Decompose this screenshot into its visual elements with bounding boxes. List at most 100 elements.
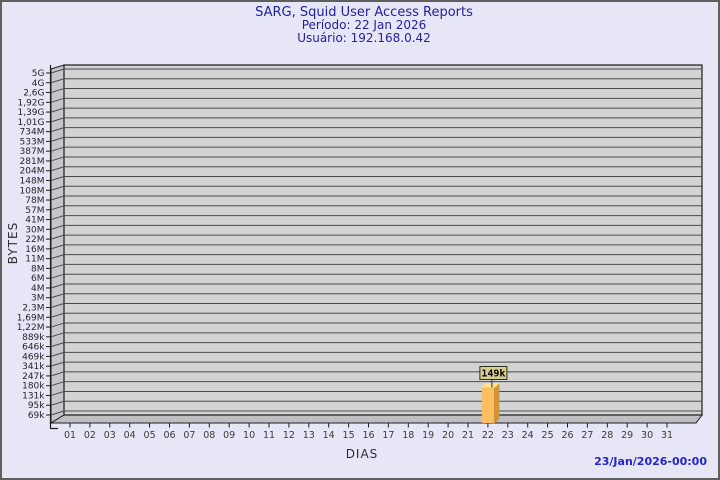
grid-line-wall <box>50 88 65 94</box>
grid-line-wall <box>50 117 65 123</box>
title-block: SARG, Squid User Access Reports Período:… <box>2 5 718 45</box>
day-label: 12 <box>283 430 295 441</box>
day-label: 25 <box>542 430 554 441</box>
y-tick-label: 69k <box>28 411 45 421</box>
y-tick-label: 889k <box>22 333 45 343</box>
y-tick-label: 2,3M <box>22 304 44 314</box>
grid-line-wall <box>50 215 65 221</box>
y-tick-label: 6M <box>31 274 45 284</box>
chart-floor <box>49 414 703 424</box>
y-tick-label: 1,69M <box>17 313 45 323</box>
y-tick-label: 4G <box>32 79 45 89</box>
day-label: 26 <box>561 430 573 441</box>
day-label: 09 <box>223 430 235 441</box>
day-label: 16 <box>362 430 374 441</box>
day-label: 03 <box>104 430 116 441</box>
day-label: 14 <box>323 430 335 441</box>
page-title: SARG, Squid User Access Reports <box>255 5 473 20</box>
day-label: 15 <box>343 430 355 441</box>
day-label: 28 <box>601 430 613 441</box>
y-tick-label: 22M <box>25 235 44 245</box>
day-label: 23 <box>502 430 514 441</box>
y-tick-label: 1,01G <box>17 118 44 128</box>
day-label: 04 <box>124 430 136 441</box>
y-tick-label: 247k <box>22 372 45 382</box>
grid-line-wall <box>50 303 65 308</box>
grid-line-wall <box>50 351 65 357</box>
y-tick-label: 734M <box>20 128 45 138</box>
y-tick-label: 5G <box>32 69 45 79</box>
y-tick-label: 646k <box>22 343 45 353</box>
day-label: 27 <box>581 430 593 441</box>
y-tick-label: 8M <box>31 264 45 274</box>
value-flag-box <box>479 365 508 380</box>
day-label: 07 <box>183 430 195 441</box>
grid-line-wall <box>50 293 65 299</box>
day-label: 24 <box>522 430 534 441</box>
y-tick-label: 95k <box>28 401 45 411</box>
grid-line-wall <box>50 78 65 84</box>
y-tick-label: 131k <box>22 391 45 401</box>
y-tick-label: 41M <box>25 216 44 226</box>
grid-line-wall <box>50 332 65 338</box>
grid-line-wall <box>50 127 65 133</box>
grid-line-wall <box>50 381 65 387</box>
y-tick-label: 3M <box>31 294 45 304</box>
day-label: 13 <box>303 430 315 441</box>
grid-line-wall <box>50 136 65 142</box>
day-label: 29 <box>621 430 633 441</box>
grid-line-wall <box>50 371 65 377</box>
grid-line-wall <box>50 283 65 289</box>
x-axis-title: DIAS <box>345 447 379 461</box>
day-label: 08 <box>203 430 215 441</box>
day-label: 31 <box>661 430 673 441</box>
day-label: 17 <box>382 430 394 441</box>
day-label: 05 <box>144 430 156 441</box>
y-tick-label: 1,39G <box>17 108 44 118</box>
day-label: 01 <box>64 430 76 441</box>
grid-line-wall <box>50 234 65 240</box>
grid-line-wall <box>50 390 65 396</box>
y-tick-label: 30M <box>25 225 44 235</box>
grid-line-wall <box>50 312 65 318</box>
grid-line-wall <box>50 68 65 74</box>
grid-line-wall <box>50 263 65 269</box>
grid-line-wall <box>50 176 65 181</box>
day-label: 30 <box>641 430 653 441</box>
plot-area <box>63 64 703 416</box>
period-subtitle: Período: 22 Jan 2026 <box>301 18 427 32</box>
bar-day-22 <box>481 387 494 423</box>
grid-line-wall <box>50 107 65 113</box>
bar-side-face <box>493 382 500 425</box>
user-subtitle: Usuário: 192.168.0.42 <box>297 31 431 45</box>
y-tick-label: 204M <box>20 167 45 177</box>
grid-line-wall <box>50 361 65 367</box>
grid-line-wall <box>50 195 65 201</box>
y-tick-label: 11M <box>25 255 44 265</box>
grid-line-wall <box>50 146 65 152</box>
y-tick-label: 533M <box>20 137 45 147</box>
day-label: 20 <box>442 430 454 441</box>
y-tick-label: 387M <box>20 147 45 157</box>
grid-line-wall <box>50 166 65 172</box>
y-tick-label: 16M <box>25 245 44 255</box>
y-tick-label: 108M <box>20 186 45 196</box>
grid-line-wall <box>50 224 65 230</box>
grid-line-wall <box>50 185 65 191</box>
grid-line-wall <box>50 342 65 348</box>
y-tick-label: 4M <box>31 284 45 294</box>
y-axis-title: BYTES <box>6 221 20 265</box>
grid-line-wall <box>50 322 65 328</box>
grid-line-wall <box>50 205 65 211</box>
grid-line-wall <box>50 97 65 103</box>
y-tick-label: 78M <box>25 196 44 206</box>
day-label: 21 <box>462 430 474 441</box>
y-tick-label: 2,6G <box>23 89 44 99</box>
grid-line-wall <box>50 410 65 416</box>
grid-line-wall <box>50 156 65 162</box>
bar-value-label: 149k <box>481 368 505 379</box>
day-label: 19 <box>422 430 434 441</box>
y-tick-label: 1,22M <box>17 323 45 333</box>
